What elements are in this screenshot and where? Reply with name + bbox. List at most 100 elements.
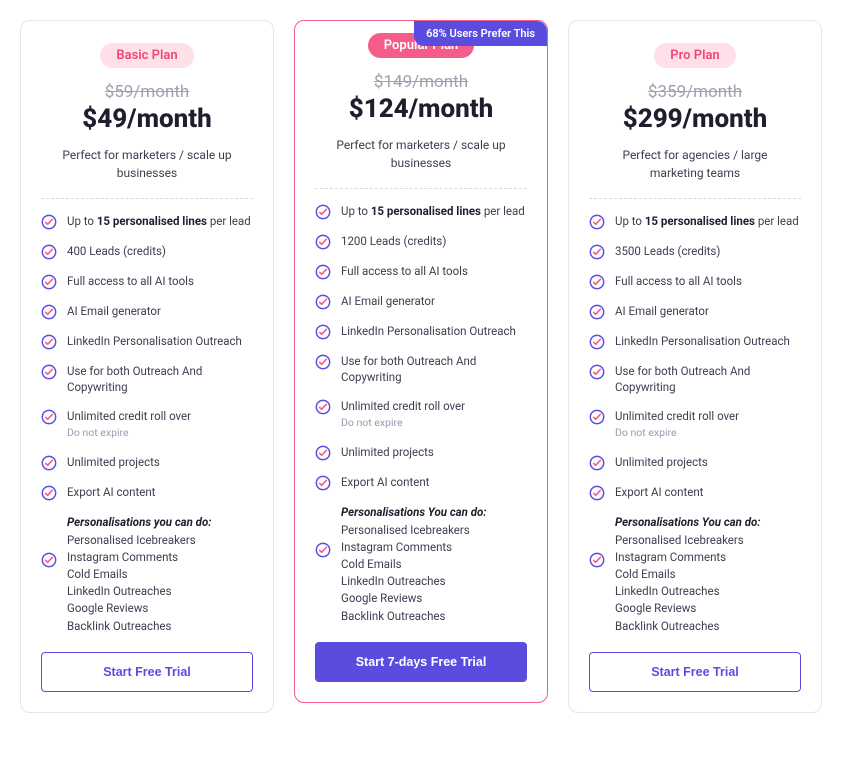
feature-text: AI Email generator	[615, 303, 709, 319]
check-icon	[589, 214, 605, 230]
plan-badge-basic: Basic Plan	[100, 43, 193, 68]
feature-text: AI Email generator	[67, 303, 161, 319]
check-icon	[589, 304, 605, 320]
feature-item: 3500 Leads (credits)	[589, 243, 801, 260]
personalisations-title: Personalisations You can do:	[341, 504, 486, 520]
feature-text: LinkedIn Personalisation Outreach	[341, 323, 516, 339]
feature-item: AI Email generator	[315, 293, 527, 310]
feature-item: LinkedIn Personalisation Outreach	[41, 333, 253, 350]
feature-item: Unlimited projects	[589, 454, 801, 471]
feature-text: Personalisations You can do: Personalise…	[615, 514, 760, 634]
divider	[41, 198, 253, 199]
feature-text: 3500 Leads (credits)	[615, 243, 720, 259]
feature-text: LinkedIn Personalisation Outreach	[615, 333, 790, 349]
feature-text: Up to 15 personalised lines per lead	[341, 203, 525, 219]
feature-text: 1200 Leads (credits)	[341, 233, 446, 249]
feature-text: Use for both Outreach And Copywriting	[67, 363, 253, 395]
feature-text: Unlimited projects	[341, 444, 434, 460]
check-icon	[41, 334, 57, 350]
feature-text: 400 Leads (credits)	[67, 243, 166, 259]
feature-item: Export AI content	[41, 484, 253, 501]
popular-old-price: $149/month	[315, 72, 527, 92]
pro-old-price: $359/month	[589, 82, 801, 102]
feature-item: Export AI content	[589, 484, 801, 501]
feature-item: Unlimited projects	[315, 444, 527, 461]
plan-badge-pro: Pro Plan	[654, 43, 735, 68]
personalisations-title: Personalisations you can do:	[67, 514, 211, 530]
feature-text: AI Email generator	[341, 293, 435, 309]
check-icon	[41, 364, 57, 380]
feature-text: Personalisations you can do: Personalise…	[67, 514, 211, 634]
feature-item: Up to 15 personalised lines per lead	[41, 213, 253, 230]
basic-old-price: $59/month	[41, 82, 253, 102]
feature-text: Export AI content	[341, 474, 429, 490]
feature-text: Use for both Outreach And Copywriting	[341, 353, 527, 385]
check-icon	[315, 324, 331, 340]
popular-cta-button[interactable]: Start 7-days Free Trial	[315, 642, 527, 682]
basic-plan-card: Basic Plan $59/month $49/month Perfect f…	[20, 20, 274, 713]
feature-item: 1200 Leads (credits)	[315, 233, 527, 250]
basic-features: Up to 15 personalised lines per lead 400…	[41, 213, 253, 634]
popular-blurb: Perfect for marketers / scale up busines…	[315, 136, 527, 172]
feature-text: Full access to all AI tools	[341, 263, 468, 279]
feature-item: Full access to all AI tools	[589, 273, 801, 290]
check-icon	[315, 354, 331, 370]
check-icon	[41, 455, 57, 471]
feature-item: Unlimited credit roll overDo not expire	[41, 408, 253, 441]
check-icon	[589, 409, 605, 425]
check-icon	[315, 399, 331, 415]
check-icon	[589, 364, 605, 380]
basic-blurb: Perfect for marketers / scale up busines…	[41, 146, 253, 182]
feature-item: 400 Leads (credits)	[41, 243, 253, 260]
divider	[589, 198, 801, 199]
check-icon	[41, 214, 57, 230]
feature-item: Unlimited projects	[41, 454, 253, 471]
feature-text: Up to 15 personalised lines per lead	[67, 213, 251, 229]
feature-text: Export AI content	[67, 484, 155, 500]
pro-features: Up to 15 personalised lines per lead 350…	[589, 213, 801, 634]
prefer-badge: 68% Users Prefer This	[414, 21, 547, 46]
feature-item: Up to 15 personalised lines per lead	[315, 203, 527, 220]
popular-features: Up to 15 personalised lines per lead 120…	[315, 203, 527, 624]
check-icon	[41, 409, 57, 425]
popular-price: $124/month	[315, 94, 527, 124]
check-icon	[315, 475, 331, 491]
check-icon	[589, 552, 605, 568]
basic-price: $49/month	[41, 104, 253, 134]
basic-cta-button[interactable]: Start Free Trial	[41, 652, 253, 692]
feature-text: Unlimited credit roll overDo not expire	[615, 408, 739, 441]
check-icon	[589, 334, 605, 350]
feature-item: LinkedIn Personalisation Outreach	[315, 323, 527, 340]
feature-text: Unlimited projects	[67, 454, 160, 470]
feature-text: Use for both Outreach And Copywriting	[615, 363, 801, 395]
feature-subtext: Do not expire	[341, 416, 403, 429]
feature-text: Personalisations You can do: Personalise…	[341, 504, 486, 624]
feature-personalisations: Personalisations you can do: Personalise…	[41, 514, 253, 634]
check-icon	[315, 542, 331, 558]
feature-text: Unlimited projects	[615, 454, 708, 470]
feature-personalisations: Personalisations You can do: Personalise…	[589, 514, 801, 634]
pro-blurb: Perfect for agencies / large marketing t…	[589, 146, 801, 182]
feature-text: Unlimited credit roll overDo not expire	[341, 398, 465, 431]
feature-text: Full access to all AI tools	[615, 273, 742, 289]
feature-text: Up to 15 personalised lines per lead	[615, 213, 799, 229]
check-icon	[41, 274, 57, 290]
feature-subtext: Do not expire	[67, 426, 129, 439]
check-icon	[315, 294, 331, 310]
feature-text: Full access to all AI tools	[67, 273, 194, 289]
pro-cta-button[interactable]: Start Free Trial	[589, 652, 801, 692]
check-icon	[315, 234, 331, 250]
personalisations-list: Personalised Icebreakers Instagram Comme…	[615, 532, 760, 634]
popular-plan-card: 68% Users Prefer This Popular Plan $149/…	[294, 20, 548, 703]
personalisations-title: Personalisations You can do:	[615, 514, 760, 530]
check-icon	[315, 264, 331, 280]
feature-subtext: Do not expire	[615, 426, 677, 439]
check-icon	[589, 455, 605, 471]
pro-price: $299/month	[589, 104, 801, 134]
feature-item: LinkedIn Personalisation Outreach	[589, 333, 801, 350]
divider	[315, 188, 527, 189]
check-icon	[315, 204, 331, 220]
feature-item: Full access to all AI tools	[41, 273, 253, 290]
check-icon	[589, 485, 605, 501]
feature-item: Unlimited credit roll overDo not expire	[589, 408, 801, 441]
